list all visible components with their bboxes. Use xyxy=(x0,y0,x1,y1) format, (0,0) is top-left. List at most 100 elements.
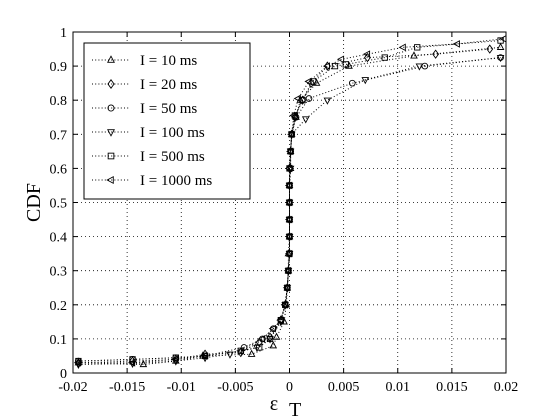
x-axis-label-symbol: ε xyxy=(270,393,278,415)
data-point xyxy=(284,232,293,241)
data-point xyxy=(268,324,276,333)
x-tick-label: 0.01 xyxy=(386,380,411,395)
y-axis-label: CDF xyxy=(23,183,45,222)
legend-marker xyxy=(107,104,115,112)
y-tick-label: 1 xyxy=(60,26,67,41)
legend-label: I = 1000 ms xyxy=(140,173,212,189)
data-point xyxy=(200,352,208,360)
y-tick-label: 0.1 xyxy=(50,333,68,348)
x-tick-label: 0 xyxy=(286,380,293,395)
data-point xyxy=(305,95,313,102)
data-point xyxy=(253,344,261,352)
x-tick-label: 0.015 xyxy=(436,380,468,395)
data-point xyxy=(381,54,388,61)
legend-label: I = 50 ms xyxy=(140,101,197,117)
data-point xyxy=(415,63,424,71)
data-point xyxy=(322,62,330,70)
data-point xyxy=(266,335,274,343)
data-point xyxy=(284,181,293,190)
data-point xyxy=(139,359,148,368)
data-point xyxy=(127,358,136,367)
data-point xyxy=(496,54,505,63)
data-point xyxy=(172,354,179,361)
legend-entry: I = 1000 ms xyxy=(92,173,212,189)
data-point xyxy=(496,42,505,50)
data-point xyxy=(171,355,179,364)
y-tick-label: 0.5 xyxy=(50,197,68,212)
data-point xyxy=(276,316,284,324)
x-axis-label: ε T xyxy=(270,393,301,420)
legend-entry: I = 100 ms xyxy=(92,125,205,141)
legend-label: I = 100 ms xyxy=(140,125,205,141)
data-point xyxy=(282,283,290,292)
legend-entry: I = 50 ms xyxy=(92,101,197,117)
series-line xyxy=(78,38,504,364)
data-point xyxy=(310,78,317,85)
y-tick-label: 0.7 xyxy=(50,128,68,143)
y-tick-label: 0.9 xyxy=(50,60,68,75)
data-point xyxy=(301,116,310,124)
data-point xyxy=(299,97,306,104)
data-point xyxy=(362,50,371,58)
data-point xyxy=(331,62,339,70)
data-point xyxy=(283,266,292,275)
legend-label: I = 10 ms xyxy=(140,53,197,69)
legend-marker xyxy=(106,176,114,184)
data-point xyxy=(289,111,297,120)
y-tick-label: 0 xyxy=(60,367,67,382)
x-tick-label: -0.005 xyxy=(217,380,253,395)
data-point xyxy=(452,40,460,48)
data-point xyxy=(257,335,266,343)
data-point xyxy=(284,198,293,207)
data-point xyxy=(414,44,421,51)
series-6 xyxy=(73,35,507,367)
data-point xyxy=(284,249,293,258)
y-tick-label: 0.2 xyxy=(50,299,68,314)
data-point xyxy=(256,344,263,351)
legend-marker xyxy=(107,79,115,89)
x-tick-label: -0.015 xyxy=(109,380,145,395)
data-point xyxy=(73,358,82,367)
legend-label: I = 20 ms xyxy=(140,77,197,93)
data-point xyxy=(398,43,406,52)
data-point xyxy=(75,357,82,365)
data-point xyxy=(287,130,295,139)
x-tick-label: -0.02 xyxy=(58,380,87,395)
legend-entry: I = 20 ms xyxy=(92,77,197,93)
data-point xyxy=(486,44,494,54)
data-point xyxy=(226,351,234,359)
y-tick-label: 0.4 xyxy=(50,231,68,246)
x-tick-label: 0.02 xyxy=(494,380,519,395)
series-layer xyxy=(73,35,507,370)
y-tick-label: 0.8 xyxy=(50,94,68,109)
axis-ticks: -0.02 -0.015 -0.01 -0.005 0 0.005 0.01 0.015 0.0… xyxy=(50,26,519,395)
legend-marker xyxy=(107,152,115,160)
legend-marker xyxy=(107,55,115,63)
data-point xyxy=(284,164,293,173)
data-point xyxy=(345,61,353,69)
legend-entry: I = 500 ms xyxy=(92,149,205,165)
legend-entry: I = 10 ms xyxy=(92,53,197,69)
data-point xyxy=(336,55,345,64)
data-point xyxy=(129,356,136,363)
data-point xyxy=(293,94,301,103)
data-point xyxy=(421,62,429,70)
data-point xyxy=(266,336,274,344)
data-point xyxy=(361,77,370,85)
legend: I = 10 ms I = 20 ms I = 50 ms I = 100 ms I =… xyxy=(83,42,251,200)
data-point xyxy=(304,77,312,86)
data-point xyxy=(432,49,440,59)
legend-marker xyxy=(107,129,115,137)
legend-label: I = 500 ms xyxy=(140,149,205,165)
data-point xyxy=(323,97,332,105)
data-point xyxy=(236,347,244,355)
data-point xyxy=(280,300,288,309)
data-point xyxy=(296,95,305,103)
x-axis-label-subscript: T xyxy=(289,399,301,420)
data-point xyxy=(410,51,418,59)
data-point xyxy=(269,341,278,349)
data-point xyxy=(284,215,293,224)
data-point xyxy=(348,79,356,87)
legend-box xyxy=(83,42,251,200)
